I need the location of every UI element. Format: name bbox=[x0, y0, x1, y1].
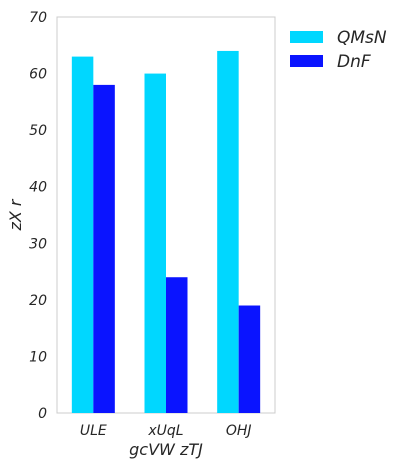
y-tick-label: 40 bbox=[29, 180, 47, 196]
x-tick-label: xUqL bbox=[147, 423, 183, 439]
bar-QMsN-ULE bbox=[71, 56, 94, 413]
y-tick-label: 10 bbox=[29, 349, 47, 365]
bar-QMsN-xUqL bbox=[144, 73, 166, 413]
y-tick-label: 50 bbox=[29, 123, 47, 139]
bar-DnF-ULE bbox=[93, 84, 115, 413]
bars bbox=[71, 50, 261, 413]
x-axis-label: gcVW zTJ bbox=[129, 440, 203, 459]
legend-swatch bbox=[290, 31, 323, 43]
bar-QMsN-OHJ bbox=[217, 50, 239, 413]
y-axis-ticks: 0 10 20 30 40 50 60 70 bbox=[29, 10, 47, 422]
bar-DnF-xUqL bbox=[166, 277, 188, 413]
legend: QMsN DnF bbox=[290, 28, 387, 72]
y-axis-label: zX r bbox=[6, 198, 25, 231]
y-tick-label: 0 bbox=[38, 406, 47, 422]
bar-DnF-OHJ bbox=[238, 305, 261, 413]
legend-label: DnF bbox=[337, 52, 371, 72]
legend-swatch bbox=[290, 55, 323, 67]
legend-label: QMsN bbox=[337, 28, 387, 48]
x-tick-label: OHJ bbox=[226, 423, 252, 439]
y-tick-label: 70 bbox=[29, 10, 47, 26]
y-tick-label: 30 bbox=[29, 236, 47, 252]
x-axis-ticks: ULE xUqL OHJ bbox=[80, 423, 252, 439]
y-tick-label: 60 bbox=[29, 67, 47, 83]
x-tick-label: ULE bbox=[80, 423, 107, 439]
y-tick-label: 20 bbox=[29, 293, 47, 309]
